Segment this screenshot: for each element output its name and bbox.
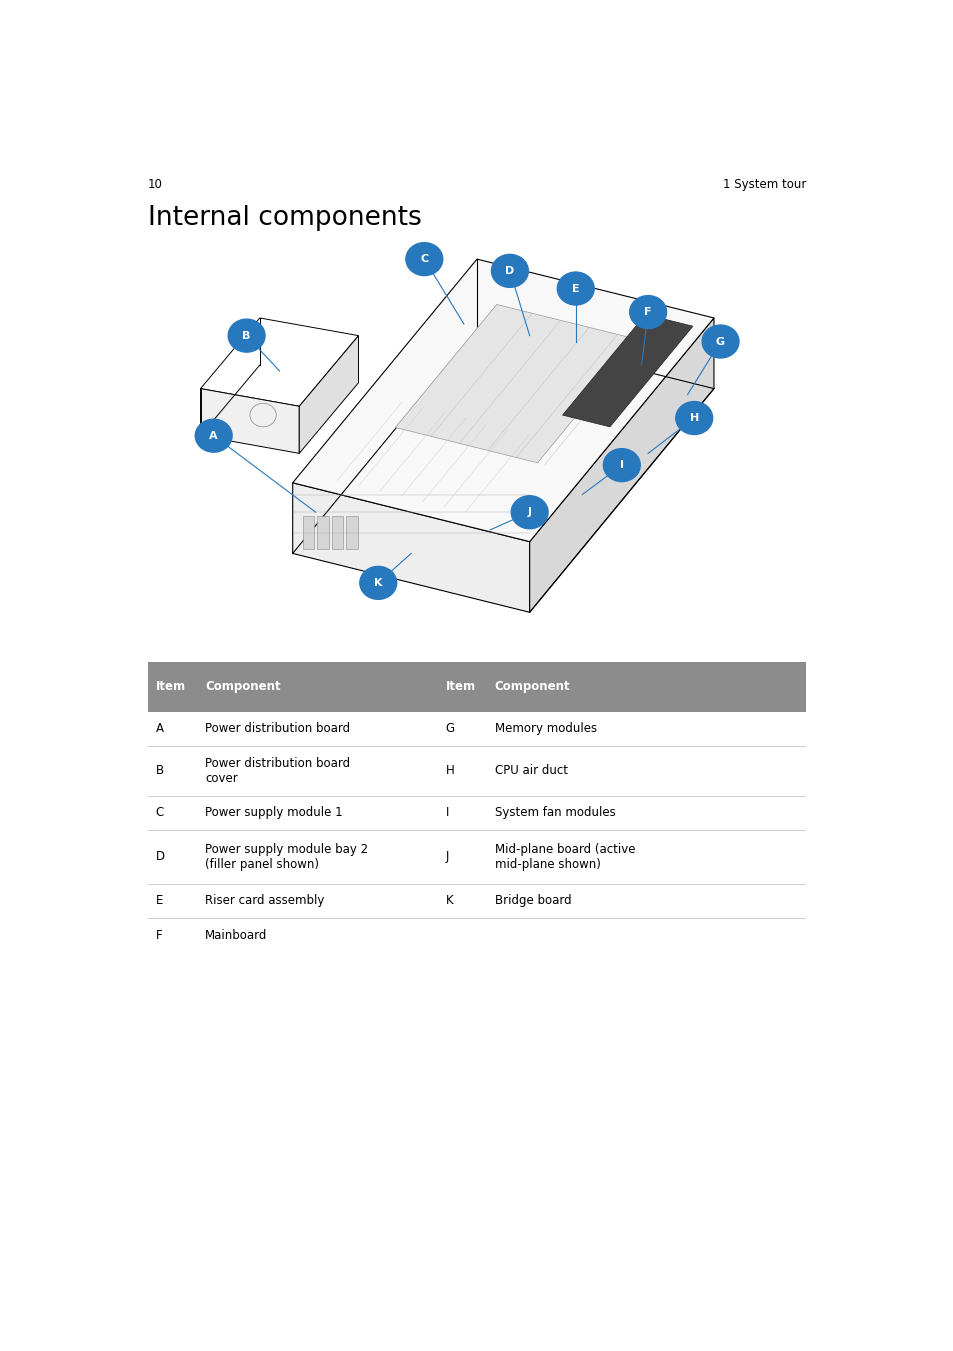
Polygon shape [299,335,358,454]
Text: Riser card assembly: Riser card assembly [205,894,324,908]
Text: D: D [505,266,514,276]
Polygon shape [200,389,299,454]
Text: CPU air duct: CPU air duct [495,765,567,777]
Polygon shape [529,317,713,612]
Text: H: H [445,765,454,777]
Text: Bridge board: Bridge board [495,894,571,908]
Text: Power supply module 1: Power supply module 1 [205,807,342,820]
Text: Item: Item [155,681,186,693]
Circle shape [701,326,739,358]
Text: A: A [209,431,218,440]
Text: Mid-plane board (active
mid-plane shown): Mid-plane board (active mid-plane shown) [495,843,635,871]
Text: Mainboard: Mainboard [205,928,267,942]
Polygon shape [302,516,314,549]
Polygon shape [395,304,639,463]
Circle shape [491,254,528,288]
Circle shape [629,296,666,328]
Polygon shape [200,317,358,407]
Text: E: E [155,894,163,908]
Polygon shape [562,315,692,427]
Text: I: I [619,461,623,470]
Polygon shape [316,516,329,549]
Text: J: J [445,850,448,863]
Text: Power distribution board: Power distribution board [205,723,350,735]
Text: Memory modules: Memory modules [495,723,597,735]
Text: J: J [527,507,531,517]
Circle shape [511,496,548,528]
Text: Item: Item [445,681,475,693]
Circle shape [405,243,442,276]
Text: C: C [155,807,164,820]
Text: G: G [445,723,454,735]
FancyBboxPatch shape [437,662,486,712]
Circle shape [359,566,396,600]
Text: F: F [155,928,162,942]
Text: Component: Component [205,681,280,693]
Text: I: I [445,807,448,820]
Text: 10: 10 [148,178,163,192]
Text: Component: Component [495,681,570,693]
FancyBboxPatch shape [148,662,197,712]
Text: System fan modules: System fan modules [495,807,615,820]
Polygon shape [346,516,357,549]
Circle shape [557,272,594,305]
Circle shape [228,319,265,353]
Text: E: E [572,284,578,293]
Polygon shape [293,259,713,542]
Text: 1 System tour: 1 System tour [722,178,805,192]
Text: C: C [420,254,428,263]
Polygon shape [332,516,343,549]
Text: Power distribution board
cover: Power distribution board cover [205,757,350,785]
Text: A: A [155,723,164,735]
Text: F: F [643,307,651,317]
Text: H: H [689,413,699,423]
Circle shape [675,401,712,435]
Text: K: K [445,894,453,908]
Text: K: K [374,578,382,588]
Text: D: D [155,850,165,863]
Text: Power supply module bay 2
(filler panel shown): Power supply module bay 2 (filler panel … [205,843,368,871]
Text: B: B [155,765,164,777]
Circle shape [602,449,639,481]
FancyBboxPatch shape [486,662,805,712]
Text: B: B [242,331,251,340]
Polygon shape [293,482,529,612]
Circle shape [195,419,232,453]
FancyBboxPatch shape [197,662,437,712]
Text: Internal components: Internal components [148,205,421,231]
Text: G: G [716,336,724,346]
